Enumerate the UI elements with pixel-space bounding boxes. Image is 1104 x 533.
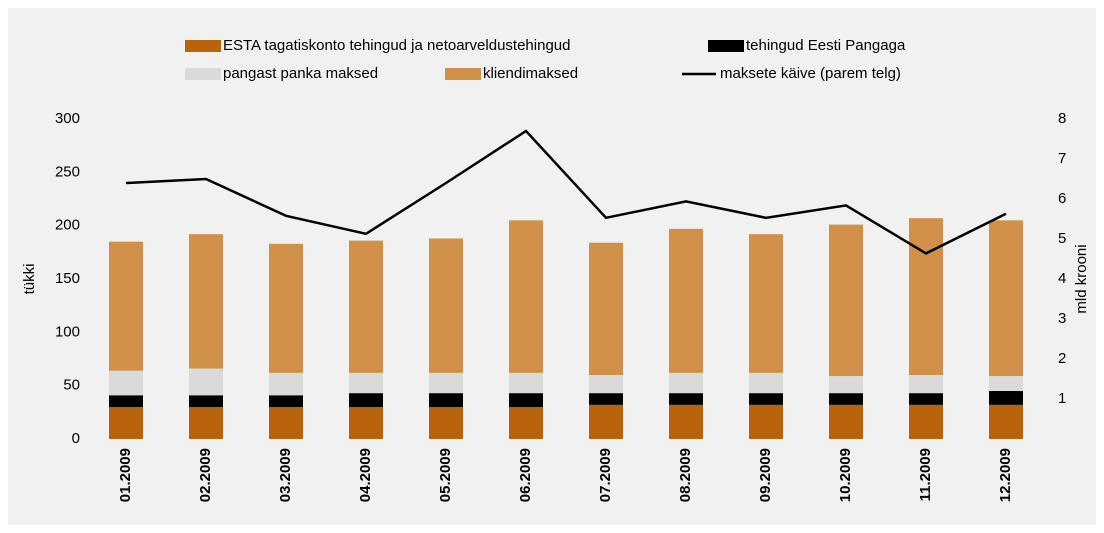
bar-segment xyxy=(749,234,783,373)
legend-label: kliendimaksed xyxy=(483,65,578,82)
bar-segment xyxy=(989,376,1023,391)
bar-segment xyxy=(589,242,623,375)
bar-segment xyxy=(829,404,863,439)
y2-axis-title: mld krooni xyxy=(1073,244,1090,313)
bar-segment xyxy=(589,393,623,405)
legend-label: pangast panka maksed xyxy=(223,65,378,82)
bar-segment xyxy=(349,407,383,439)
y-tick-label: 50 xyxy=(63,377,80,394)
x-tick-label: 10.2009 xyxy=(837,448,854,502)
bar-segment xyxy=(909,393,943,405)
bar-segment xyxy=(349,372,383,394)
bar-segment xyxy=(109,370,143,396)
bar-segment xyxy=(189,368,223,396)
y2-tick-label: 8 xyxy=(1058,110,1066,127)
y-tick-label: 200 xyxy=(55,217,80,234)
legend-swatch xyxy=(185,40,221,52)
x-tick-label: 04.2009 xyxy=(357,448,374,502)
bar-segment xyxy=(109,241,143,371)
bar-segment xyxy=(269,243,303,373)
y-tick-label: 100 xyxy=(55,323,80,340)
bar-segment xyxy=(269,372,303,396)
bar-segment xyxy=(749,372,783,394)
y2-tick-label: 1 xyxy=(1058,390,1066,407)
y2-tick-label: 7 xyxy=(1058,150,1066,167)
legend-swatch xyxy=(185,68,221,80)
bar-segment xyxy=(109,395,143,407)
legend-swatch xyxy=(445,68,481,80)
x-tick-label: 08.2009 xyxy=(677,448,694,502)
bar-segment xyxy=(909,218,943,375)
bar-segment xyxy=(509,393,543,407)
bar-segment xyxy=(669,372,703,394)
y2-tick-label: 5 xyxy=(1058,230,1066,247)
bar-segment xyxy=(349,393,383,407)
y-tick-label: 150 xyxy=(55,270,80,287)
y2-tick-label: 4 xyxy=(1058,270,1066,287)
x-tick-label: 07.2009 xyxy=(597,448,614,502)
bar-segment xyxy=(829,224,863,377)
legend-label: ESTA tagatiskonto tehingud ja netoarveld… xyxy=(223,37,570,54)
bar-segment xyxy=(349,240,383,373)
legend-label: maksete käive (parem telg) xyxy=(720,65,901,82)
y-tick-label: 300 xyxy=(55,110,80,127)
bar-segment xyxy=(909,375,943,394)
bar-segment xyxy=(509,372,543,394)
legend-swatch xyxy=(708,40,744,52)
x-tick-label: 02.2009 xyxy=(197,448,214,502)
x-tick-label: 03.2009 xyxy=(277,448,294,502)
legend-label: tehingud Eesti Pangaga xyxy=(746,37,906,54)
bar-segment xyxy=(189,407,223,439)
bar-segment xyxy=(989,391,1023,405)
bar-segment xyxy=(589,375,623,394)
bar-segment xyxy=(909,404,943,439)
bar-segment xyxy=(429,238,463,373)
bar-segment xyxy=(589,404,623,439)
bar-segment xyxy=(429,372,463,394)
x-tick-label: 06.2009 xyxy=(517,448,534,502)
line-series xyxy=(125,129,1007,255)
y2-tick-label: 6 xyxy=(1058,190,1066,207)
x-tick-label: 09.2009 xyxy=(757,448,774,502)
y-axis-title: tükki xyxy=(21,264,38,295)
bar-segment xyxy=(749,393,783,405)
x-tick-label: 05.2009 xyxy=(437,448,454,502)
y-tick-label: 0 xyxy=(72,430,80,447)
bar-segment xyxy=(669,404,703,439)
bar-segment xyxy=(749,404,783,439)
bar-segment xyxy=(189,234,223,369)
bar-segment xyxy=(509,407,543,439)
x-tick-label: 01.2009 xyxy=(117,448,134,502)
x-tick-label: 12.2009 xyxy=(997,448,1014,502)
bar-segment xyxy=(269,395,303,407)
x-tick-label: 11.2009 xyxy=(917,448,934,501)
bar-segment xyxy=(989,220,1023,377)
bar-segment xyxy=(829,376,863,394)
bar-segment xyxy=(429,407,463,439)
bar-segment xyxy=(669,393,703,405)
bar-segment xyxy=(109,407,143,439)
y-tick-label: 250 xyxy=(55,163,80,180)
y2-tick-label: 3 xyxy=(1058,310,1066,327)
bar-segment xyxy=(509,220,543,373)
bar-segment xyxy=(269,407,303,439)
y2-tick-label: 2 xyxy=(1058,350,1066,367)
bar-segment xyxy=(829,393,863,405)
bar-segment xyxy=(429,393,463,407)
bar-segment xyxy=(989,404,1023,439)
bar-segment xyxy=(669,228,703,373)
bar-segment xyxy=(189,395,223,407)
